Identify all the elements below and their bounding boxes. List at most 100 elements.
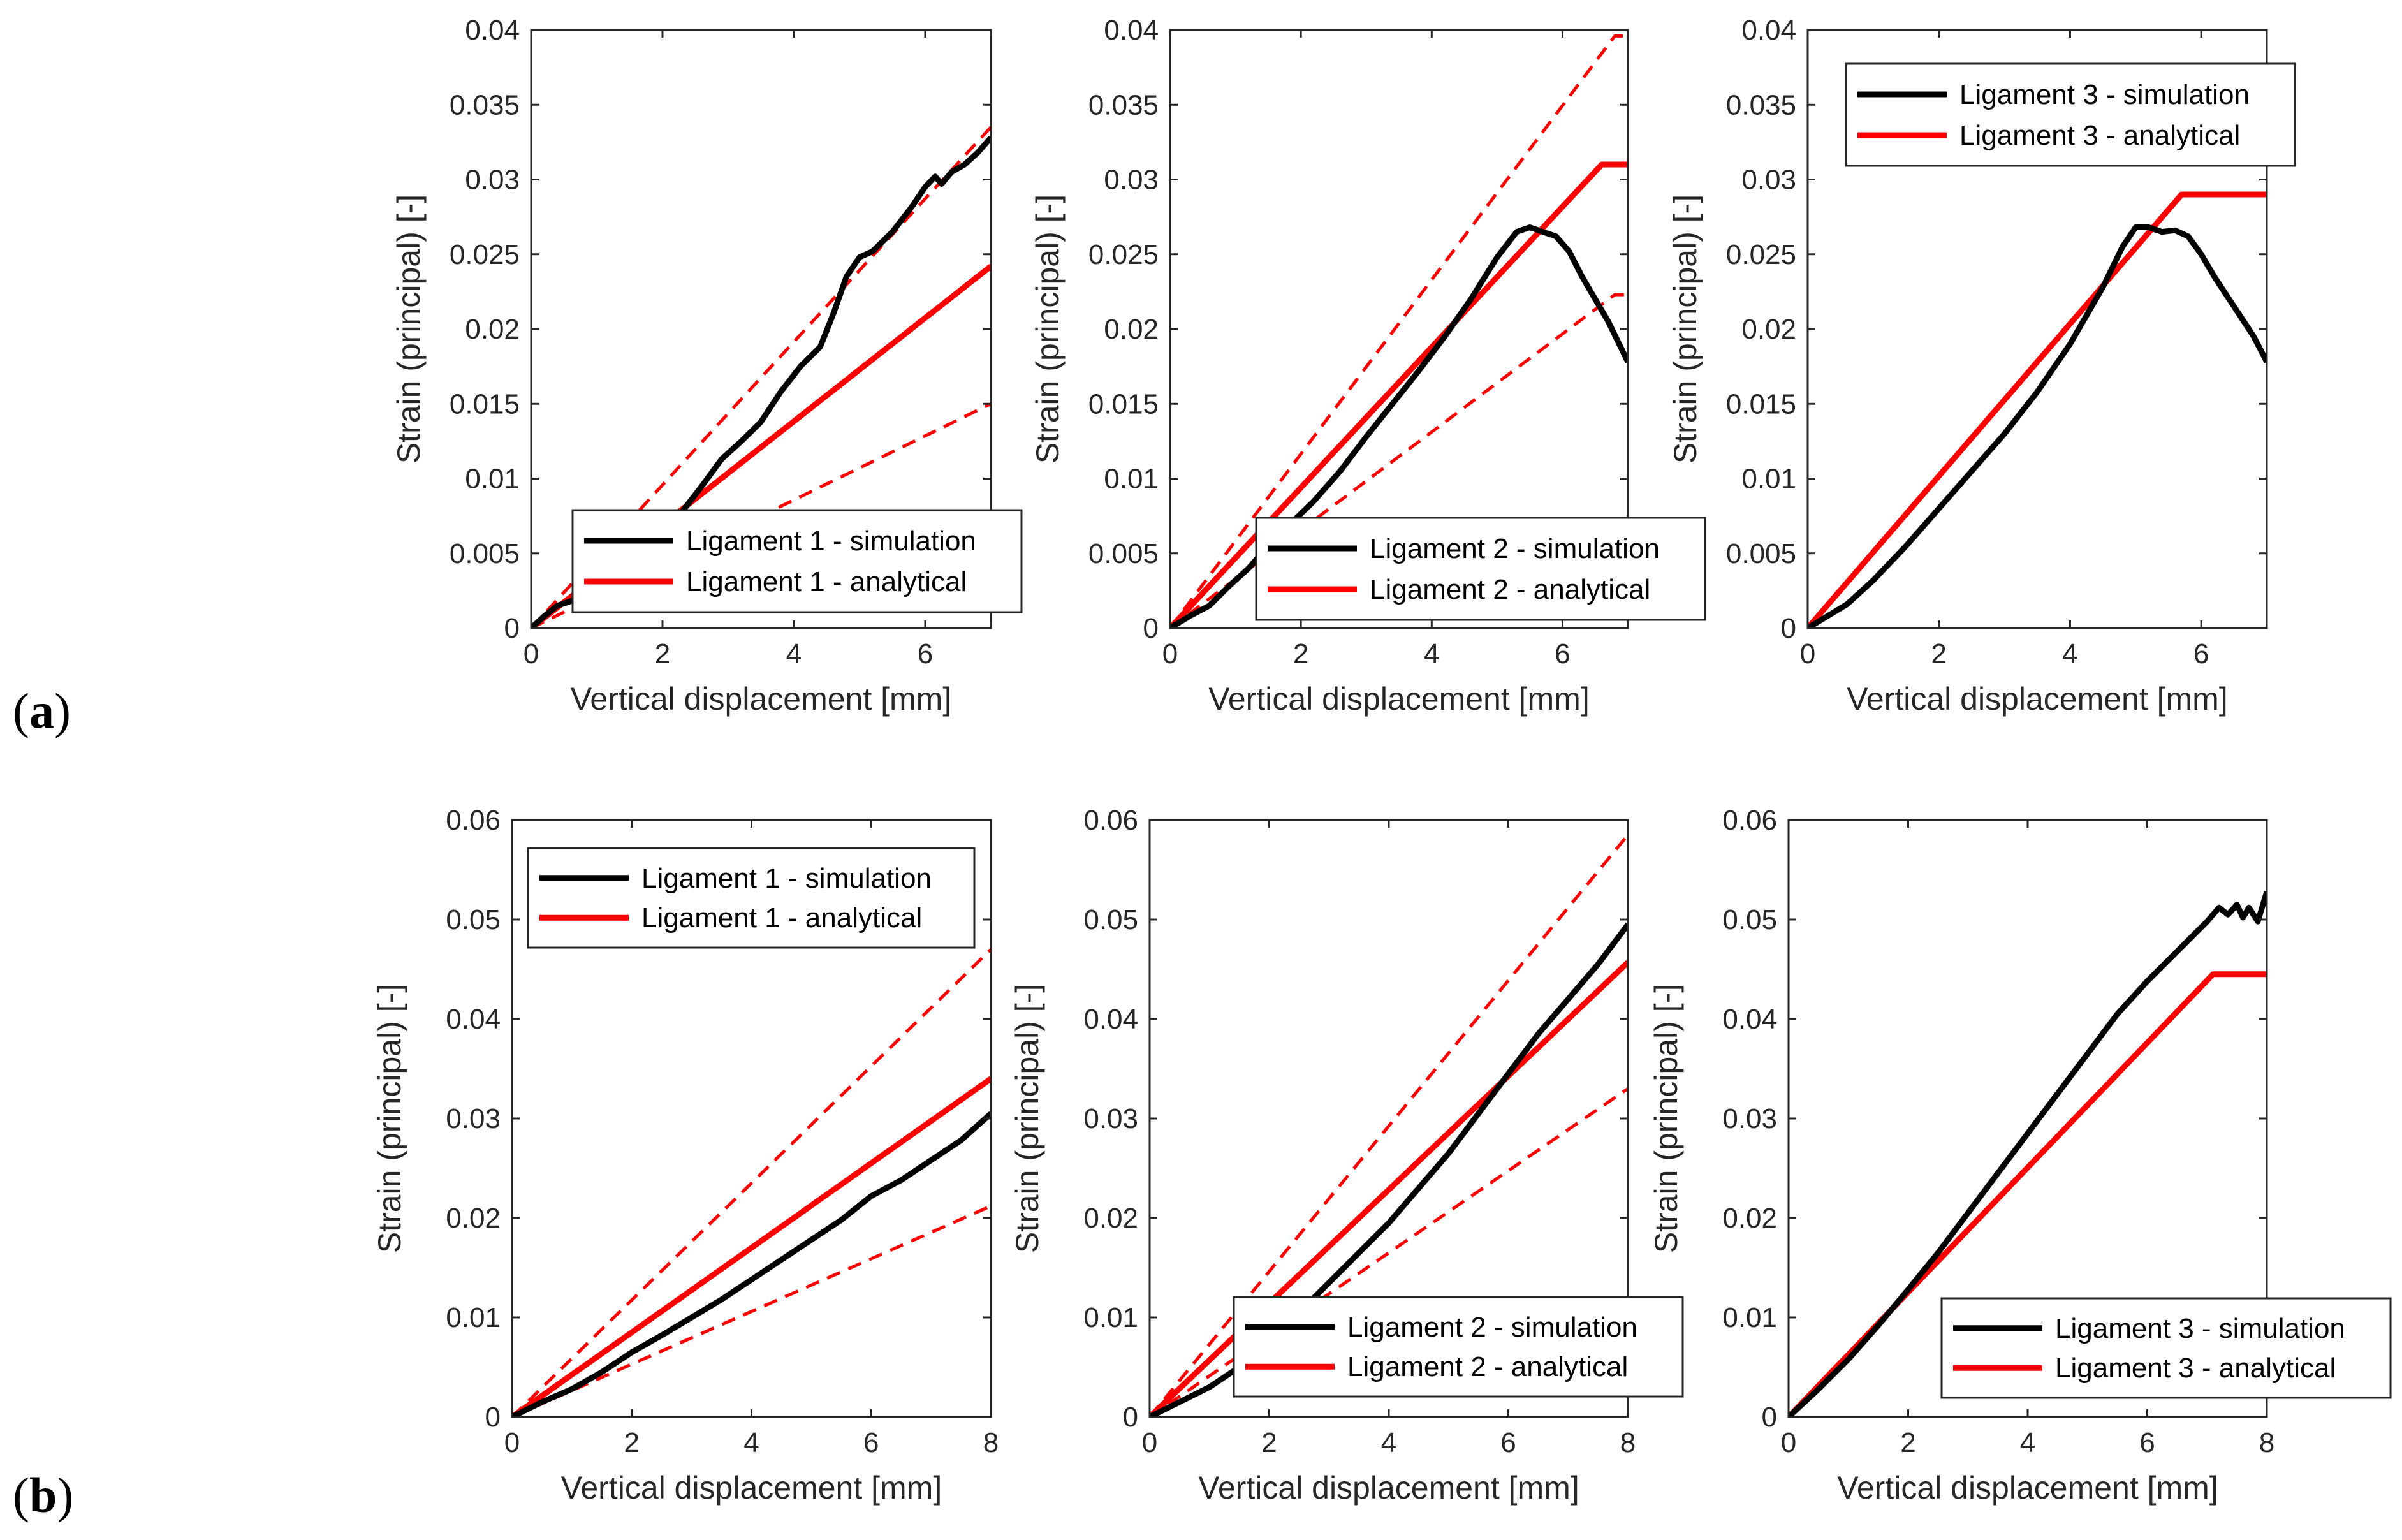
y-tick-label: 0.02 (446, 1203, 501, 1234)
legend: Ligament 3 - simulation Ligament 3 - anal… (1940, 1297, 2392, 1399)
chart-panel-4: 0 2 4 6 8 0 0.01 0.02 0.03 0.04 0.05 0.06 Vertical d… (372, 805, 999, 1506)
legend-box (1255, 517, 1706, 621)
y-tick-label: 0.02 (1722, 1203, 1777, 1234)
x-tick-label: 8 (983, 1427, 999, 1458)
y-tick-label: 0 (504, 613, 520, 644)
legend-box (527, 847, 976, 949)
legend-label: Ligament 1 - analytical (641, 902, 922, 934)
y-tick-label: 0.03 (446, 1103, 501, 1134)
x-tick-label: 4 (2062, 638, 2077, 670)
y-tick-label: 0.02 (465, 314, 520, 345)
x-tick-label: 4 (743, 1427, 759, 1458)
x-tick-label: 0 (504, 1427, 520, 1458)
legend: Ligament 3 - simulation Ligament 3 - anal… (1845, 62, 2296, 167)
y-tick-label: 0.05 (446, 904, 501, 935)
legend-box (1845, 62, 2296, 167)
y-tick-label: 0.06 (1083, 805, 1138, 836)
y-axis-label: Strain (principal) [-] (1648, 984, 1684, 1253)
x-tick-label: 4 (786, 638, 802, 670)
series-ligament-2-simulation-line (1170, 224, 1628, 628)
y-tick-label: 0.01 (1722, 1302, 1777, 1333)
legend-box (571, 509, 1023, 613)
y-tick-label: 0.005 (1726, 538, 1796, 569)
legend-label: Ligament 1 - simulation (686, 525, 976, 557)
series-ligament-3-analytical-line (1789, 971, 2267, 1417)
series-ligament-1-analytical-line (512, 1076, 991, 1417)
chart-panel-3: 0 2 4 6 0 0.005 0.01 0.015 0.02 0.025 0.03 0.035 0.0… (1667, 15, 2296, 717)
series-upper-bound-dashed (512, 948, 991, 1417)
y-tick-label: 0.03 (465, 165, 520, 196)
y-tick-label: 0.005 (1088, 538, 1159, 569)
y-axis-label: Strain (principal) [-] (1030, 194, 1066, 464)
y-tick-label: 0.025 (1088, 239, 1159, 270)
y-tick-label: 0.02 (1741, 314, 1796, 345)
series-upper-bound-dashed (1150, 833, 1628, 1417)
chart-panel-2: 0 2 4 6 0 0.005 0.01 0.015 0.02 0.025 0.03 0.035 0.0… (1030, 15, 1706, 717)
y-tick-label: 0.04 (446, 1004, 501, 1035)
y-tick-label: 0.05 (1083, 904, 1138, 935)
legend-label: Ligament 2 - simulation (1370, 533, 1660, 564)
series-ligament-2-analytical-line (1150, 960, 1628, 1417)
legend-box (1233, 1296, 1684, 1398)
series-ligament-3-simulation-line (1789, 891, 2267, 1417)
y-tick-label: 0 (1143, 613, 1159, 644)
y-axis-label: Strain (principal) [-] (1009, 984, 1045, 1253)
y-axis-label: Strain (principal) [-] (391, 194, 427, 464)
y-tick-label: 0.01 (1083, 1302, 1138, 1333)
x-tick-label: 0 (1781, 1427, 1796, 1458)
y-tick-label: 0.04 (465, 15, 520, 46)
legend-label: Ligament 3 - simulation (2055, 1313, 2345, 1344)
series-ligament-2-simulation-line (1150, 923, 1628, 1417)
legend-label: Ligament 2 - simulation (1347, 1312, 1637, 1343)
y-tick-label: 0 (1762, 1402, 1777, 1433)
x-tick-label: 0 (1142, 1427, 1157, 1458)
x-tick-label: 6 (918, 638, 933, 670)
legend: Ligament 1 - simulation Ligament 1 - anal… (527, 847, 976, 949)
y-tick-label: 0.015 (450, 388, 520, 420)
x-tick-label: 0 (1800, 638, 1815, 670)
x-tick-label: 4 (2020, 1427, 2035, 1458)
y-tick-label: 0.005 (450, 538, 520, 569)
y-tick-label: 0 (1781, 613, 1796, 644)
legend: Ligament 1 - simulation Ligament 1 - anal… (571, 509, 1023, 613)
chart-panel-5: 0 2 4 6 8 0 0.01 0.02 0.03 0.04 0.05 0.06 Vertical d… (1009, 805, 1684, 1506)
y-tick-label: 0.06 (446, 805, 501, 836)
y-tick-label: 0.02 (1083, 1203, 1138, 1234)
x-tick-label: 2 (1931, 638, 1946, 670)
chart-panel-6: 0 2 4 6 8 0 0.01 0.02 0.03 0.04 0.05 0.06 Vertical d… (1648, 805, 2392, 1506)
row-label-b: (b) (13, 1467, 74, 1523)
x-tick-label: 6 (863, 1427, 879, 1458)
series-ligament-3-analytical-line (1808, 191, 2267, 628)
x-axis-label: Vertical displacement [mm] (561, 1470, 942, 1506)
x-tick-label: 6 (2193, 638, 2209, 670)
y-tick-label: 0.04 (1741, 15, 1796, 46)
y-tick-label: 0.06 (1722, 805, 1777, 836)
y-tick-label: 0.035 (1726, 89, 1796, 121)
x-tick-label: 4 (1381, 1427, 1396, 1458)
series-lower-bound-dashed (512, 1205, 991, 1417)
series-lower-bound-dashed (1150, 1087, 1628, 1417)
legend-label: Ligament 2 - analytical (1347, 1351, 1628, 1382)
y-tick-label: 0.02 (1104, 314, 1159, 345)
x-tick-label: 2 (624, 1427, 640, 1458)
x-tick-label: 6 (1500, 1427, 1516, 1458)
y-tick-label: 0.05 (1722, 904, 1777, 935)
x-tick-label: 0 (1162, 638, 1178, 670)
x-tick-label: 2 (1261, 1427, 1277, 1458)
y-tick-label: 0.035 (450, 89, 520, 121)
x-tick-label: 2 (1900, 1427, 1915, 1458)
y-tick-label: 0.015 (1726, 388, 1796, 420)
y-tick-label: 0.01 (446, 1302, 501, 1333)
series-upper-bound-dashed (1170, 34, 1628, 628)
x-tick-label: 4 (1424, 638, 1439, 670)
y-tick-label: 0.03 (1104, 165, 1159, 196)
x-axis-label: Vertical displacement [mm] (1208, 681, 1589, 717)
x-axis-label: Vertical displacement [mm] (1198, 1470, 1579, 1506)
y-tick-label: 0.025 (1726, 239, 1796, 270)
y-tick-label: 0.01 (465, 464, 520, 495)
chart-panel-1: 0 2 4 6 0 0.005 0.01 0.015 0.02 0.025 0.03 0.035 0.0… (391, 15, 1023, 717)
series-ligament-3-simulation-line (1808, 224, 2267, 628)
y-tick-label: 0.03 (1722, 1103, 1777, 1134)
y-tick-label: 0.025 (450, 239, 520, 270)
